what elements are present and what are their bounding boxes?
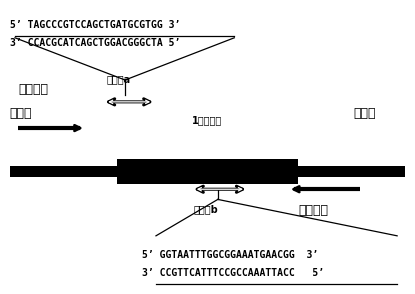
Text: 内含子: 内含子 [10, 107, 32, 120]
Text: 下游引物: 下游引物 [298, 204, 328, 217]
Text: 3’ CCACGCATCAGCTGGACGGGCTA 5’: 3’ CCACGCATCAGCTGGACGGGCTA 5’ [10, 38, 180, 48]
Text: 靶位点b: 靶位点b [193, 204, 218, 214]
Text: 3’ CCGTTCATTTCCGCCAAATTACC   5’: 3’ CCGTTCATTTCCGCCAAATTACC 5’ [142, 268, 324, 278]
Text: 靶位点a: 靶位点a [107, 74, 131, 84]
Text: 内含子: 内含子 [354, 107, 376, 120]
Text: 5’ GGTAATTTGGCGGAAATGAACGG  3’: 5’ GGTAATTTGGCGGAAATGAACGG 3’ [142, 250, 318, 260]
Text: 上游引物: 上游引物 [18, 83, 48, 96]
Text: 1号外显子: 1号外显子 [193, 115, 222, 125]
Text: 5’ TAGCCCGTCCAGCTGATGCGTGG 3’: 5’ TAGCCCGTCCAGCTGATGCGTGG 3’ [10, 20, 180, 30]
Bar [117, 159, 298, 184]
Bar [10, 166, 405, 177]
